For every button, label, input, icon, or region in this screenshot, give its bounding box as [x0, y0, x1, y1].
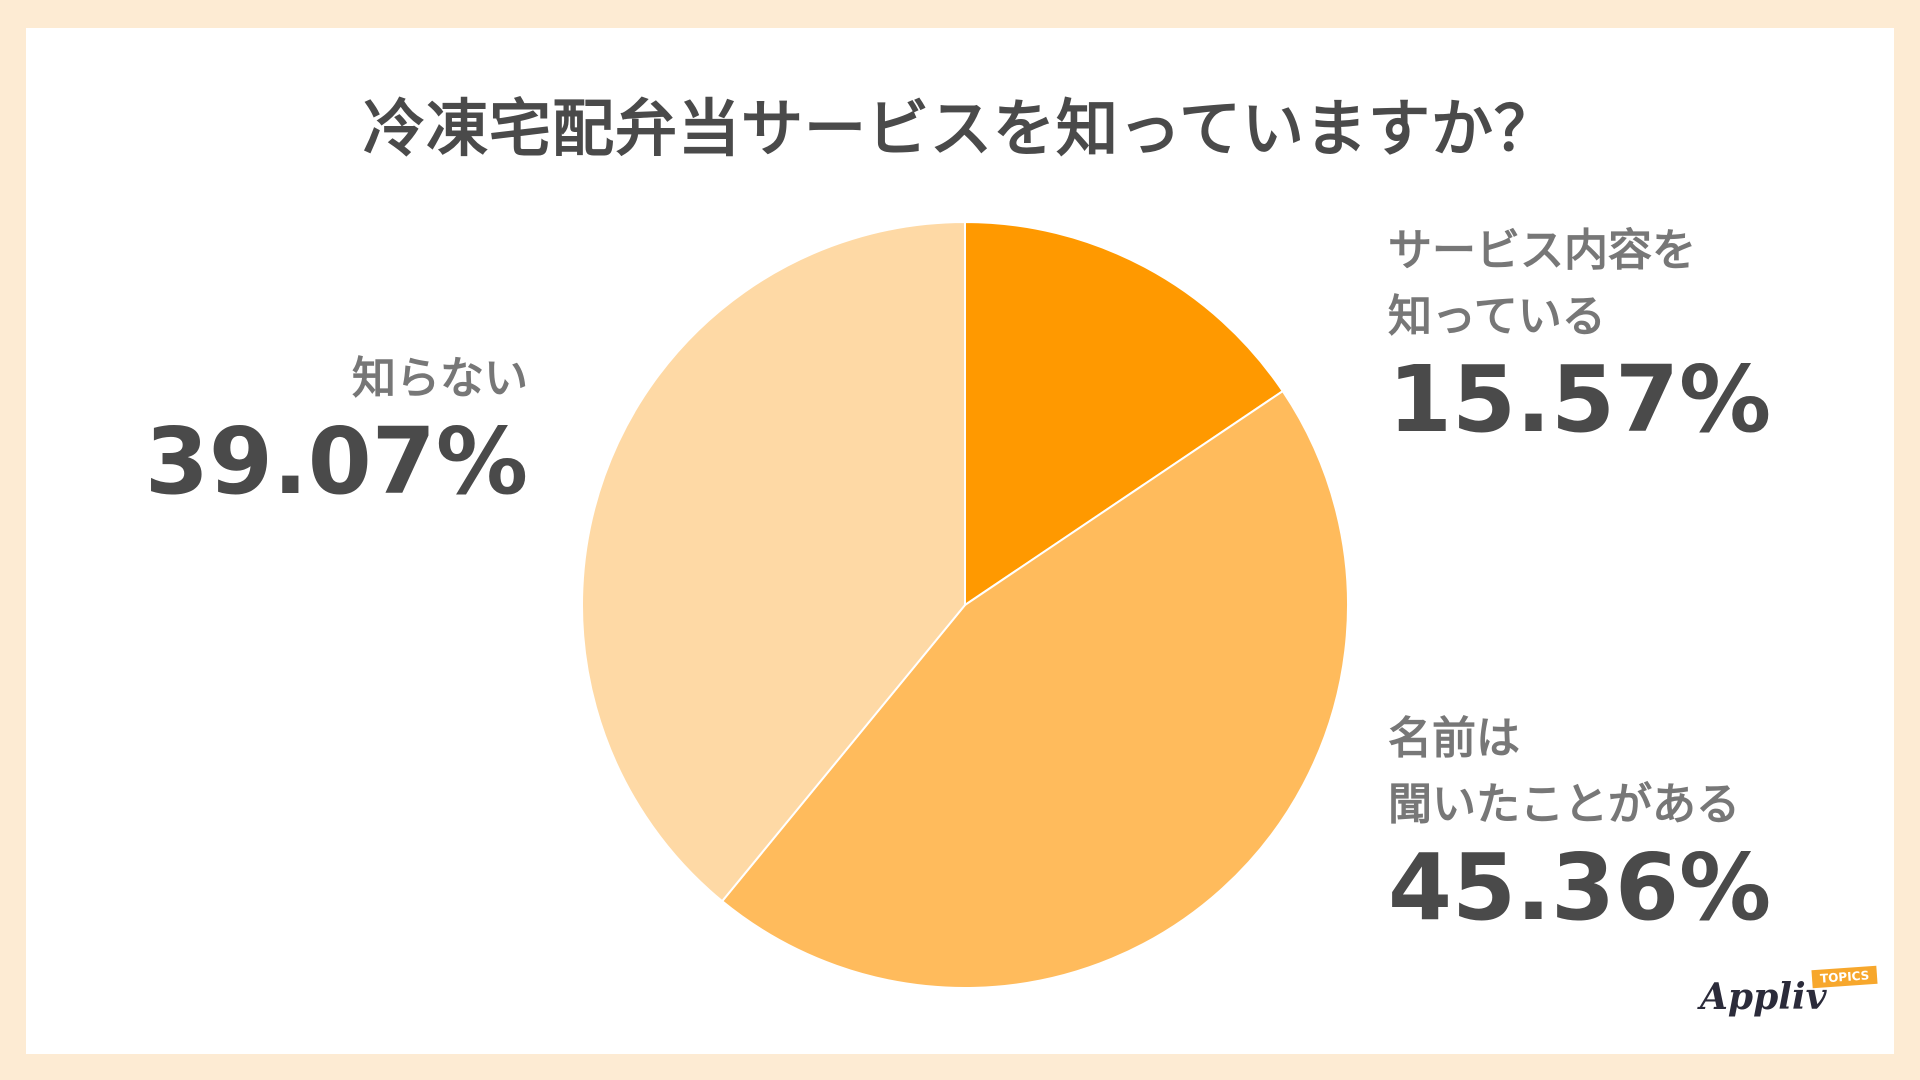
slice-label-unknown: 知らない 39.07% — [145, 346, 528, 512]
slice-label-service-known: サービス内容を 知っている 15.57% — [1388, 218, 1771, 450]
slice-label-name: サービス内容を 知っている — [1388, 225, 1696, 342]
pie-slice-service-known — [964, 220, 1285, 607]
slice-label-value: 15.57% — [1388, 346, 1772, 453]
slice-label-name: 知らない — [352, 353, 528, 404]
slice-label-name: 名前は 聞いたことがある — [1388, 713, 1740, 830]
logo-wordmark: Appliv — [1700, 976, 1827, 1018]
slice-label-value: 39.07% — [144, 408, 528, 515]
chart-title: 冷凍宅配弁当サービスを知っていますか？ — [363, 92, 1557, 165]
pie-slice-unknown — [581, 220, 966, 903]
applive-logo: Appliv TOPICS — [1700, 965, 1878, 1028]
pie-slice-name-heard — [720, 389, 1350, 989]
logo-tag: TOPICS — [1811, 965, 1878, 989]
slice-label-name-heard: 名前は 聞いたことがある 45.36% — [1388, 706, 1771, 938]
slice-label-value: 45.36% — [1388, 834, 1772, 941]
